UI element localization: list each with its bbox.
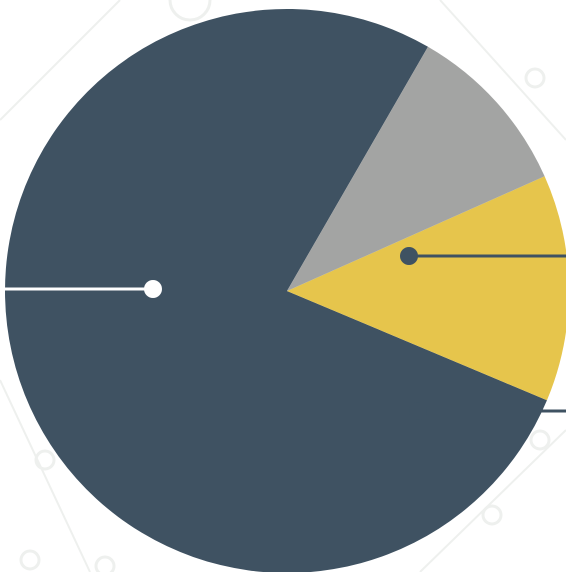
pattern-line	[0, 0, 121, 121]
pattern-node	[94, 555, 116, 572]
pie-slices	[5, 9, 566, 572]
pattern-line	[439, 0, 566, 141]
pattern-line	[419, 429, 566, 572]
pie-slice-2	[287, 176, 566, 401]
callout-lines	[0, 247, 566, 420]
pie-slice-3	[287, 46, 545, 291]
pattern-node	[524, 67, 546, 89]
pattern-line	[0, 379, 91, 572]
callout-slice-3-dot	[409, 402, 427, 420]
pie-slice-1	[5, 9, 547, 572]
pattern-node	[34, 449, 56, 471]
pattern-node	[19, 549, 41, 571]
callout-slice-2-dot	[400, 247, 418, 265]
callout-slice-1-dot	[144, 280, 162, 298]
pattern-node	[168, 0, 212, 22]
pattern-node	[481, 504, 503, 526]
pattern-node	[529, 429, 551, 451]
